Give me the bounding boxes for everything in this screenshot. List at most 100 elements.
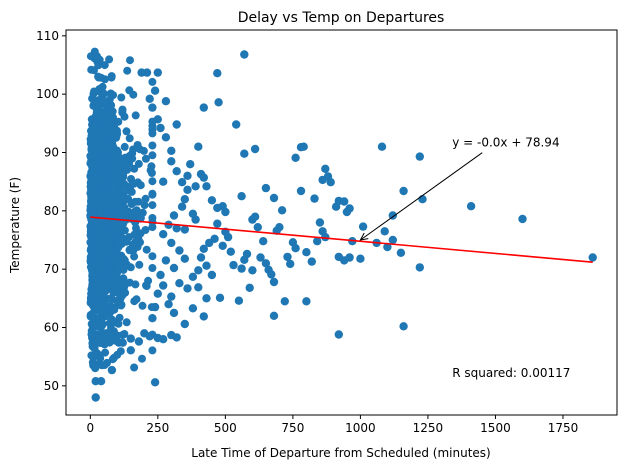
data-point <box>89 244 97 252</box>
data-point <box>119 219 128 228</box>
data-point <box>91 160 100 169</box>
data-point <box>104 188 113 197</box>
data-point <box>202 182 211 191</box>
data-point <box>172 224 181 233</box>
data-point <box>307 257 316 266</box>
equation-annotation: y = -0.0x + 78.94 <box>452 136 559 150</box>
data-point <box>95 188 104 196</box>
data-point <box>148 264 157 272</box>
data-point <box>112 227 121 236</box>
data-point <box>108 107 117 116</box>
data-point <box>148 201 157 210</box>
data-point <box>122 127 131 136</box>
data-point <box>237 192 246 201</box>
data-point <box>103 149 112 158</box>
data-point <box>109 113 117 122</box>
data-point <box>114 319 123 328</box>
data-point <box>334 330 343 339</box>
data-point <box>148 252 157 261</box>
data-point <box>112 131 121 140</box>
data-point <box>100 244 108 253</box>
data-point <box>169 308 179 318</box>
data-point <box>95 85 104 93</box>
data-point <box>117 93 126 102</box>
data-point <box>105 141 114 150</box>
data-point <box>153 68 162 77</box>
plot-frame <box>65 29 618 416</box>
data-point <box>186 160 195 169</box>
data-point <box>291 244 300 253</box>
data-point <box>94 301 103 310</box>
data-point <box>215 293 225 302</box>
data-point <box>234 296 244 305</box>
data-point <box>164 300 173 309</box>
data-point <box>123 153 132 162</box>
data-point <box>399 322 408 331</box>
data-point <box>286 259 295 269</box>
data-point <box>106 89 115 98</box>
data-point <box>261 259 271 268</box>
data-point <box>159 281 168 290</box>
x-tick-label: 750 <box>281 421 304 435</box>
data-point <box>175 246 184 255</box>
data-point <box>345 204 354 213</box>
data-point <box>180 225 189 234</box>
data-point <box>213 219 222 228</box>
data-point <box>94 350 103 360</box>
data-point <box>138 354 146 363</box>
data-point <box>223 232 233 242</box>
data-point <box>199 244 208 253</box>
data-point <box>131 207 140 216</box>
y-tick-label: 80 <box>44 204 59 218</box>
data-point <box>102 277 111 286</box>
data-point <box>90 343 99 353</box>
data-point <box>194 283 203 292</box>
data-point <box>283 252 292 262</box>
data-point <box>356 254 365 263</box>
data-point <box>207 270 217 280</box>
data-point <box>98 250 107 259</box>
data-point <box>109 270 118 279</box>
data-point <box>92 115 100 124</box>
data-point <box>161 97 171 106</box>
data-point <box>107 73 116 82</box>
data-point <box>132 237 140 246</box>
data-point <box>153 289 162 298</box>
data-point <box>89 308 98 317</box>
data-point <box>136 181 145 190</box>
data-point <box>100 96 109 105</box>
data-point <box>196 253 206 262</box>
data-point <box>118 338 127 347</box>
data-point <box>86 52 95 61</box>
data-point <box>135 260 144 269</box>
data-point <box>90 66 98 75</box>
data-point <box>129 90 138 99</box>
data-point <box>340 197 349 206</box>
data-point <box>134 337 144 346</box>
data-point <box>105 234 114 243</box>
data-point <box>120 180 129 189</box>
x-tick-label: 500 <box>214 421 237 435</box>
data-point <box>147 169 156 177</box>
data-point <box>89 259 98 267</box>
x-axis-label: Late Time of Departure from Scheduled (m… <box>191 446 490 460</box>
data-point <box>232 120 241 129</box>
data-point <box>331 202 341 211</box>
data-point <box>180 254 189 263</box>
data-point <box>202 294 211 303</box>
data-point <box>148 314 157 323</box>
data-point <box>169 263 179 273</box>
data-point <box>299 142 308 151</box>
data-point <box>115 241 124 250</box>
x-tick-label: 250 <box>146 421 169 435</box>
data-point <box>123 66 132 75</box>
data-point <box>237 264 246 273</box>
data-point <box>87 153 96 161</box>
data-point <box>253 223 262 232</box>
data-point <box>172 167 181 176</box>
data-point <box>126 346 135 355</box>
data-point <box>97 308 106 317</box>
data-point <box>125 134 134 143</box>
data-point <box>161 256 171 265</box>
